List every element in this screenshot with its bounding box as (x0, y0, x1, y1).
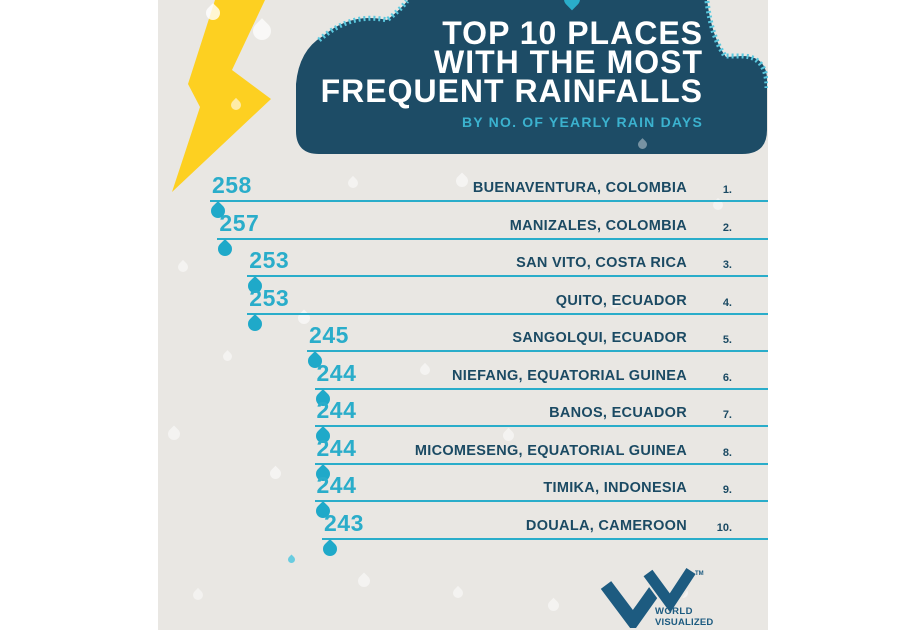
rank-label: 6. (722, 371, 732, 384)
ranking-row: 253 QUITO, ECUADOR 4. (245, 284, 768, 334)
raindrop-bg-icon (267, 465, 284, 482)
place-label: TIMIKA, INDONESIA (543, 480, 687, 496)
rank-label: 8. (722, 446, 732, 459)
ranking-row: 244 NIEFANG, EQUATORIAL GUINEA 6. (312, 359, 768, 409)
raindrop-bg-icon (545, 597, 562, 614)
place-label: SANGOLQUI, ECUADOR (512, 330, 687, 346)
raindrop-bg-icon (450, 585, 466, 601)
rain-days-value: 244 (316, 359, 357, 386)
rank-label: 5. (722, 334, 732, 346)
ranking-row: 253 SAN VITO, COSTA RICA 3. (245, 247, 768, 296)
ranking-row: 257 MANIZALES, COLOMBIA 2. (215, 209, 768, 259)
place-label: MICOMESENG, EQUATORIAL GUINEA (414, 442, 687, 459)
ranking-row: 244 BANOS, ECUADOR 7. (312, 397, 768, 446)
ranking-row: 243 DOUALA, CAMEROON 10. (320, 509, 768, 559)
place-label: NIEFANG, EQUATORIAL GUINEA (452, 367, 687, 384)
rank-label: 7. (722, 409, 732, 421)
cloud-icon (296, 0, 768, 154)
rank-label: 9. (722, 484, 732, 496)
raindrop-icon (245, 313, 266, 334)
rain-days-value: 257 (219, 209, 260, 236)
place-label: MANIZALES, COLOMBIA (509, 217, 687, 234)
rank-label: 3. (722, 259, 732, 271)
brand-name-line-1: WORLD (655, 606, 693, 617)
ranking-row: 244 TIMIKA, INDONESIA 9. (312, 472, 768, 521)
place-label: BANOS, ECUADOR (549, 405, 687, 421)
infographic-canvas: TOP 10 PLACES WITH THE MOST FREQUENT RAI… (158, 0, 768, 630)
rain-days-value: 258 (211, 172, 252, 198)
rank-label: 1. (722, 184, 732, 196)
world-visualized-logo: TM WORLD VISUALIZED (600, 566, 713, 628)
raindrop-bg-icon (355, 572, 373, 590)
ranking-row: 258 BUENAVENTURA, COLOMBIA 1. (208, 172, 768, 221)
place-label: BUENAVENTURA, COLOMBIA (472, 180, 687, 196)
raindrop-bg-icon (221, 350, 234, 363)
ranking-row: 245 SANGOLQUI, ECUADOR 5. (305, 322, 768, 371)
page-title-line-2: WITH THE MOST (434, 44, 703, 80)
raindrop-bg-icon (190, 587, 206, 603)
rank-label: 2. (722, 221, 732, 234)
rank-label: 10. (716, 521, 732, 534)
rain-days-value: 245 (309, 322, 349, 348)
place-label: QUITO, ECUADOR (555, 292, 687, 309)
lightning-bolt-icon (172, 0, 271, 192)
raindrop-icon (320, 538, 340, 559)
raindrop-bg-icon (165, 425, 183, 443)
rank-label: 4. (722, 296, 732, 309)
raindrop-bg-icon (175, 259, 191, 275)
brand-name-line-2: VISUALIZED (655, 617, 713, 628)
raindrop-icon (215, 238, 236, 259)
trademark-symbol: TM (695, 571, 704, 577)
place-label: DOUALA, CAMEROON (525, 517, 687, 534)
rain-days-value: 253 (249, 247, 290, 273)
page-title-line-1: TOP 10 PLACES (442, 15, 703, 51)
place-label: SAN VITO, COSTA RICA (516, 255, 687, 271)
ranking-row: 244 MICOMESENG, EQUATORIAL GUINEA 8. (312, 434, 768, 484)
rain-days-value: 244 (316, 397, 357, 423)
chart-header: TOP 10 PLACES WITH THE MOST FREQUENT RAI… (320, 15, 703, 130)
rain-days-value: 253 (249, 284, 290, 311)
rain-days-value: 244 (316, 472, 357, 498)
raindrop-bg-icon (286, 554, 297, 565)
chart-subtitle: BY NO. OF YEARLY RAIN DAYS (461, 114, 703, 130)
rain-days-value: 243 (324, 509, 364, 536)
rain-days-value: 244 (316, 434, 357, 461)
page-title-line-3: FREQUENT RAINFALLS (320, 73, 703, 109)
